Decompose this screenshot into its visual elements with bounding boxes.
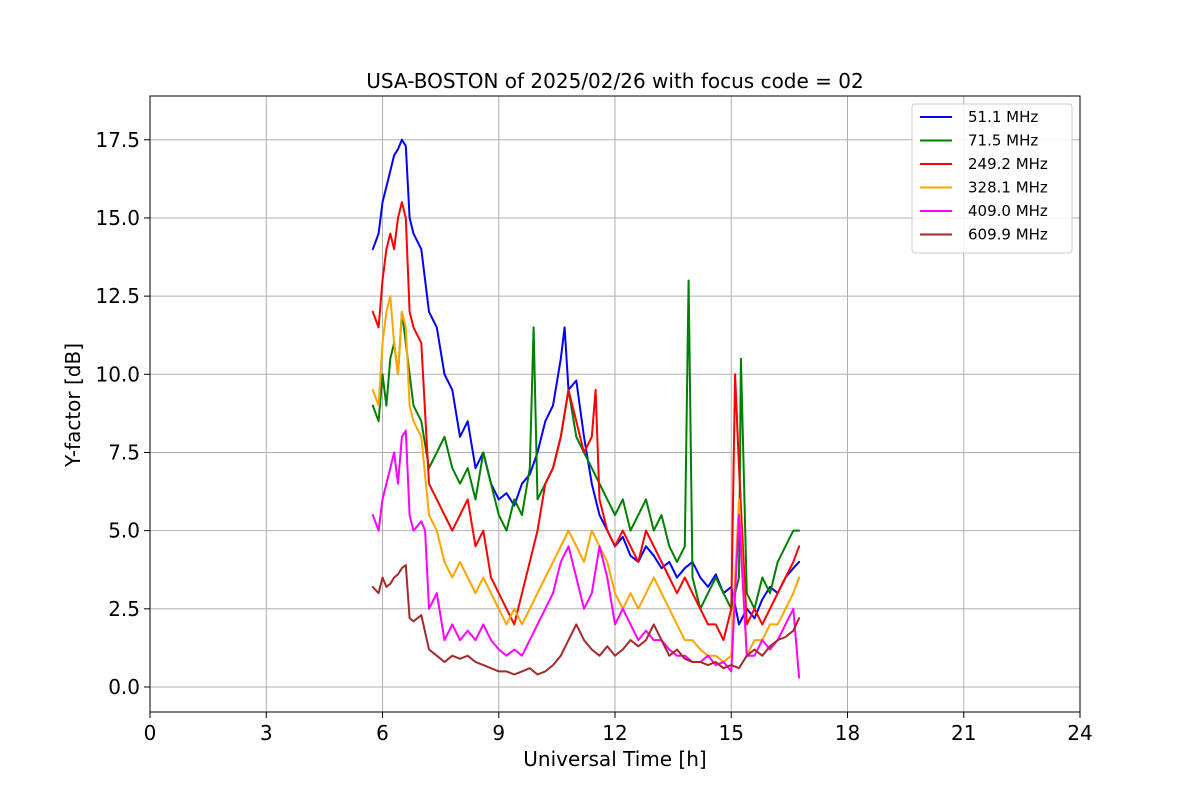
x-tick-label: 12 [602,721,627,745]
series-line-6 [371,564,801,676]
legend-label: 71.5 MHz [968,132,1038,150]
series-line-3 [371,201,801,642]
y-axis-ticks: 0.0 2.5 5.0 7.5 10.0 12.5 15.0 17.5 [95,128,150,699]
x-tick-label: 21 [951,721,976,745]
x-axis-label: Universal Time [h] [523,747,706,771]
x-axis-ticks: 0 3 6 9 12 15 18 21 24 [144,712,1093,745]
x-tick-label: 18 [835,721,860,745]
x-tick-label: 9 [492,721,505,745]
legend-label: 249.2 MHz [968,155,1048,173]
legend-label: 328.1 MHz [968,179,1048,197]
legend-label: 409.0 MHz [968,202,1048,220]
x-tick-label: 24 [1067,721,1092,745]
y-tick-label: 15.0 [95,206,140,230]
legend-label: 51.1 MHz [968,108,1038,126]
series-line-5 [371,429,801,679]
legend: 51.1 MHz 71.5 MHz 249.2 MHz 328.1 MHz 40… [911,103,1073,254]
series-line-2 [371,279,801,610]
y-tick-label: 0.0 [108,675,140,699]
chart-title: USA-BOSTON of 2025/02/26 with focus code… [366,69,863,93]
y-tick-label: 17.5 [95,128,140,152]
legend-label: 609.9 MHz [968,226,1048,244]
x-tick-label: 6 [376,721,389,745]
y-tick-label: 5.0 [108,519,140,543]
data-series [371,138,801,679]
y-tick-label: 7.5 [108,440,140,464]
y-tick-label: 2.5 [108,597,140,621]
x-tick-label: 15 [719,721,744,745]
x-tick-label: 3 [260,721,273,745]
y-axis-label: Y-factor [dB] [61,343,85,468]
x-tick-label: 0 [144,721,157,745]
y-tick-label: 10.0 [95,362,140,386]
y-tick-label: 12.5 [95,284,140,308]
